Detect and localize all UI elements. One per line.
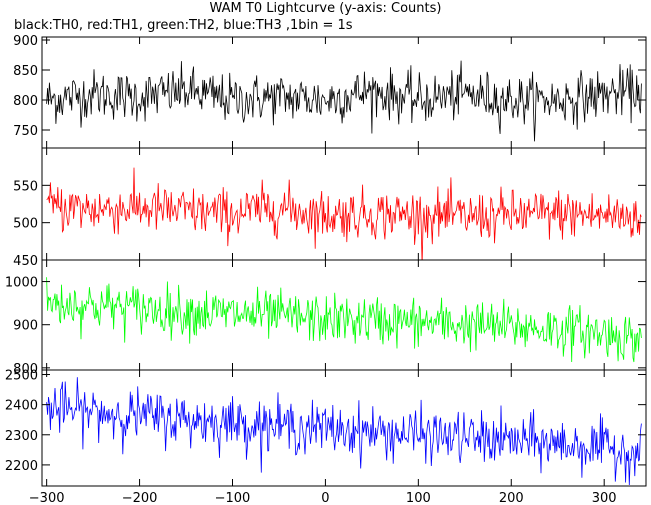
y-tick-label-th0: 850 [13, 64, 38, 79]
x-tick-label: 300 [592, 491, 617, 505]
y-tick-label-th0: 750 [13, 124, 38, 139]
series-line-th3 [46, 377, 642, 486]
series-line-th0 [46, 60, 642, 142]
y-tick-label-th3: 2200 [5, 459, 38, 474]
y-tick-label-th0: 800 [13, 94, 38, 109]
x-tick-label: 0 [321, 491, 329, 505]
x-tick-label: −200 [122, 491, 158, 505]
y-tick-label-th0: 900 [13, 34, 38, 49]
y-tick-label-th1: 450 [13, 254, 38, 269]
panel-frame-th0 [41, 36, 647, 149]
panel-frame-th3 [41, 369, 647, 487]
y-tick-label-th3: 2400 [5, 399, 38, 414]
y-tick-label-th2: 900 [13, 319, 38, 334]
x-tick-label: 100 [406, 491, 431, 505]
x-tick-label: −300 [29, 491, 65, 505]
x-tick-label: 200 [499, 491, 524, 505]
y-tick-label-th2: 1000 [5, 276, 38, 291]
y-tick-label-th2: 800 [13, 362, 38, 377]
chart-subtitle: black:TH0, red:TH1, green:TH2, blue:TH3 … [14, 18, 353, 33]
y-tick-label-th3: 2500 [5, 369, 38, 384]
series-line-th1 [46, 167, 642, 260]
y-tick-label-th1: 500 [13, 217, 38, 232]
series-line-th2 [46, 277, 642, 363]
panel-frame-th2 [41, 259, 647, 371]
y-tick-label-th1: 550 [13, 179, 38, 194]
y-tick-label-th3: 2300 [5, 429, 38, 444]
x-tick-label: −100 [215, 491, 251, 505]
chart-title: WAM T0 Lightcurve (y-axis: Counts) [209, 1, 442, 16]
